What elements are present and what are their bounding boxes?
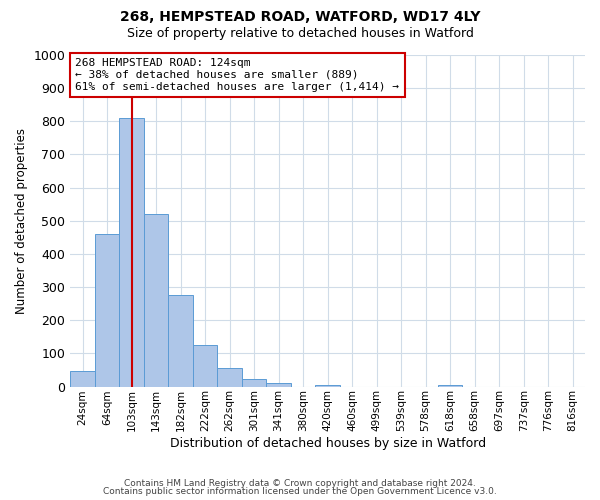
Bar — [169, 296, 193, 386]
Bar — [95, 234, 119, 386]
Bar — [119, 118, 144, 386]
Text: Size of property relative to detached houses in Watford: Size of property relative to detached ho… — [127, 28, 473, 40]
Bar — [438, 385, 463, 386]
Bar — [217, 368, 242, 386]
Bar — [266, 382, 291, 386]
Bar — [144, 214, 169, 386]
Bar — [193, 345, 217, 387]
Text: 268, HEMPSTEAD ROAD, WATFORD, WD17 4LY: 268, HEMPSTEAD ROAD, WATFORD, WD17 4LY — [120, 10, 480, 24]
Bar — [242, 379, 266, 386]
Bar — [70, 371, 95, 386]
Y-axis label: Number of detached properties: Number of detached properties — [15, 128, 28, 314]
Text: Contains HM Land Registry data © Crown copyright and database right 2024.: Contains HM Land Registry data © Crown c… — [124, 478, 476, 488]
X-axis label: Distribution of detached houses by size in Watford: Distribution of detached houses by size … — [170, 437, 486, 450]
Text: Contains public sector information licensed under the Open Government Licence v3: Contains public sector information licen… — [103, 487, 497, 496]
Text: 268 HEMPSTEAD ROAD: 124sqm
← 38% of detached houses are smaller (889)
61% of sem: 268 HEMPSTEAD ROAD: 124sqm ← 38% of deta… — [76, 58, 400, 92]
Bar — [316, 385, 340, 386]
